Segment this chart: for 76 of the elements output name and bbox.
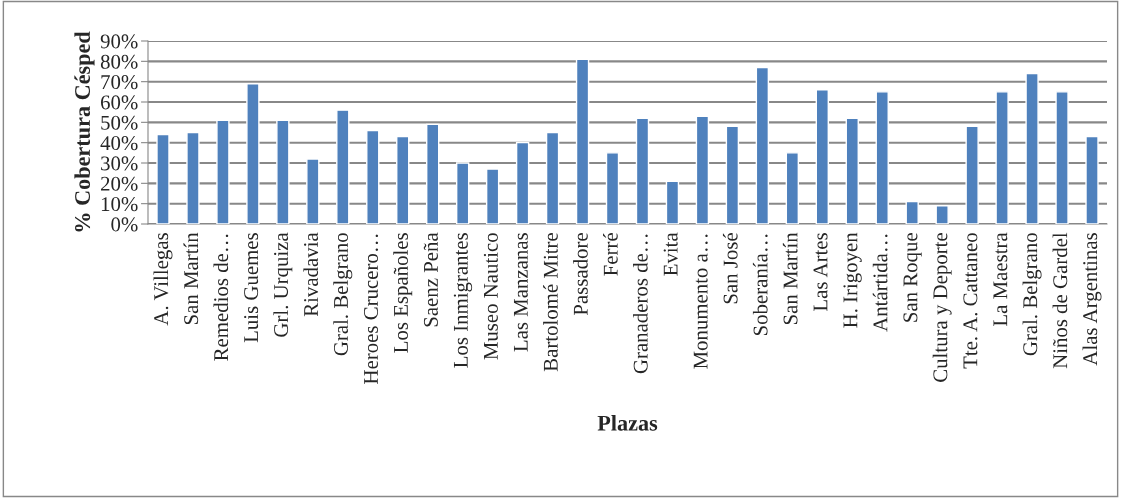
bar (1085, 135, 1099, 224)
y-tick-label: 70% (101, 75, 138, 90)
x-tick-label: San Roque (903, 233, 922, 322)
bar (905, 200, 919, 224)
x-tick-label: Tte. A. Cattaneo (963, 233, 978, 369)
x-tick-label: Saenz Peña (423, 232, 438, 327)
bar (336, 109, 350, 224)
x-tick-label: Antártida… (872, 234, 888, 332)
bar (665, 180, 680, 224)
x-tick-label: A. Villegas (153, 233, 173, 326)
y-tick-label: 0% (111, 217, 138, 232)
bar (1025, 72, 1039, 224)
x-tick-label: Evita (663, 232, 678, 276)
x-tick-label: San Martín (183, 232, 199, 325)
bar (545, 131, 560, 224)
y-tick-label: 40% (100, 136, 138, 151)
bar (785, 152, 800, 224)
y-tick-label: 20% (101, 176, 138, 191)
x-tick-label: Los Inmigrantes (453, 233, 473, 368)
y-tick-label: 80% (100, 54, 138, 69)
bar (695, 115, 710, 224)
y-tick-label: 30% (101, 156, 138, 171)
bar (186, 131, 200, 224)
bar (246, 83, 260, 224)
bar (635, 117, 650, 224)
x-tick-label: Museo Nautico (483, 233, 498, 360)
x-axis-title: Plazas (597, 415, 658, 431)
x-tick-label: Monumento a… (693, 234, 708, 369)
x-tick-label: Cultura y Deporte (932, 233, 952, 382)
x-tick-label: Ferré (603, 233, 618, 276)
y-axis-title: % Cobertura Césped (74, 31, 95, 232)
x-tick-label: Granaderos de… (633, 234, 648, 374)
bar (815, 89, 829, 224)
bar (845, 117, 859, 224)
x-tick-label: La Maestra (993, 232, 1008, 327)
bar (306, 158, 320, 224)
x-tick-label: Soberanía… (752, 234, 768, 336)
x-tick-label: Passadore (573, 233, 588, 316)
bar (965, 125, 979, 224)
bar (485, 168, 500, 224)
x-tick-label: Las Artes (813, 233, 828, 312)
x-tick-label: Rivadavia (303, 232, 319, 317)
bar (605, 152, 620, 224)
bar (995, 91, 1009, 224)
x-tick-label: H. Irigoyen (843, 232, 862, 328)
x-tick-label: Heroes Crucero… (363, 234, 379, 384)
bar (935, 205, 949, 224)
y-tick-label: 90% (100, 34, 138, 49)
x-tick-label: Remedios de… (213, 234, 229, 361)
x-tick-label: Bartolomé Mitre (543, 233, 558, 372)
bar (755, 66, 770, 224)
bar (276, 119, 290, 224)
bar (366, 129, 380, 224)
bar (725, 125, 740, 224)
bar (156, 133, 170, 224)
x-tick-label: Gral. Belgrano (333, 233, 353, 356)
bar (875, 91, 889, 224)
bar (515, 141, 530, 224)
x-tick-label: San Martín (782, 232, 798, 325)
x-tick-label: Luis Guemes (244, 233, 259, 343)
x-tick-label: Gral. Belgrano (1022, 233, 1042, 356)
bar (216, 119, 230, 224)
x-tick-label: Los Españoles (393, 233, 413, 353)
bar (575, 58, 590, 224)
y-tick-label: 10% (101, 197, 138, 212)
x-tick-label: Grl. Urquiza (273, 232, 293, 337)
x-tick-label: Las Manzanas (513, 233, 528, 352)
bar (1055, 91, 1069, 224)
bar (455, 162, 470, 224)
x-tick-label: Niños de Gardel (1052, 232, 1068, 369)
x-tick-label: San José (722, 233, 738, 304)
bar (426, 123, 440, 224)
y-tick-label: 50% (101, 115, 138, 130)
bar (396, 135, 410, 224)
x-tick-label: Alas Argentinas (1082, 233, 1102, 366)
y-tick-label: 60% (100, 95, 138, 110)
